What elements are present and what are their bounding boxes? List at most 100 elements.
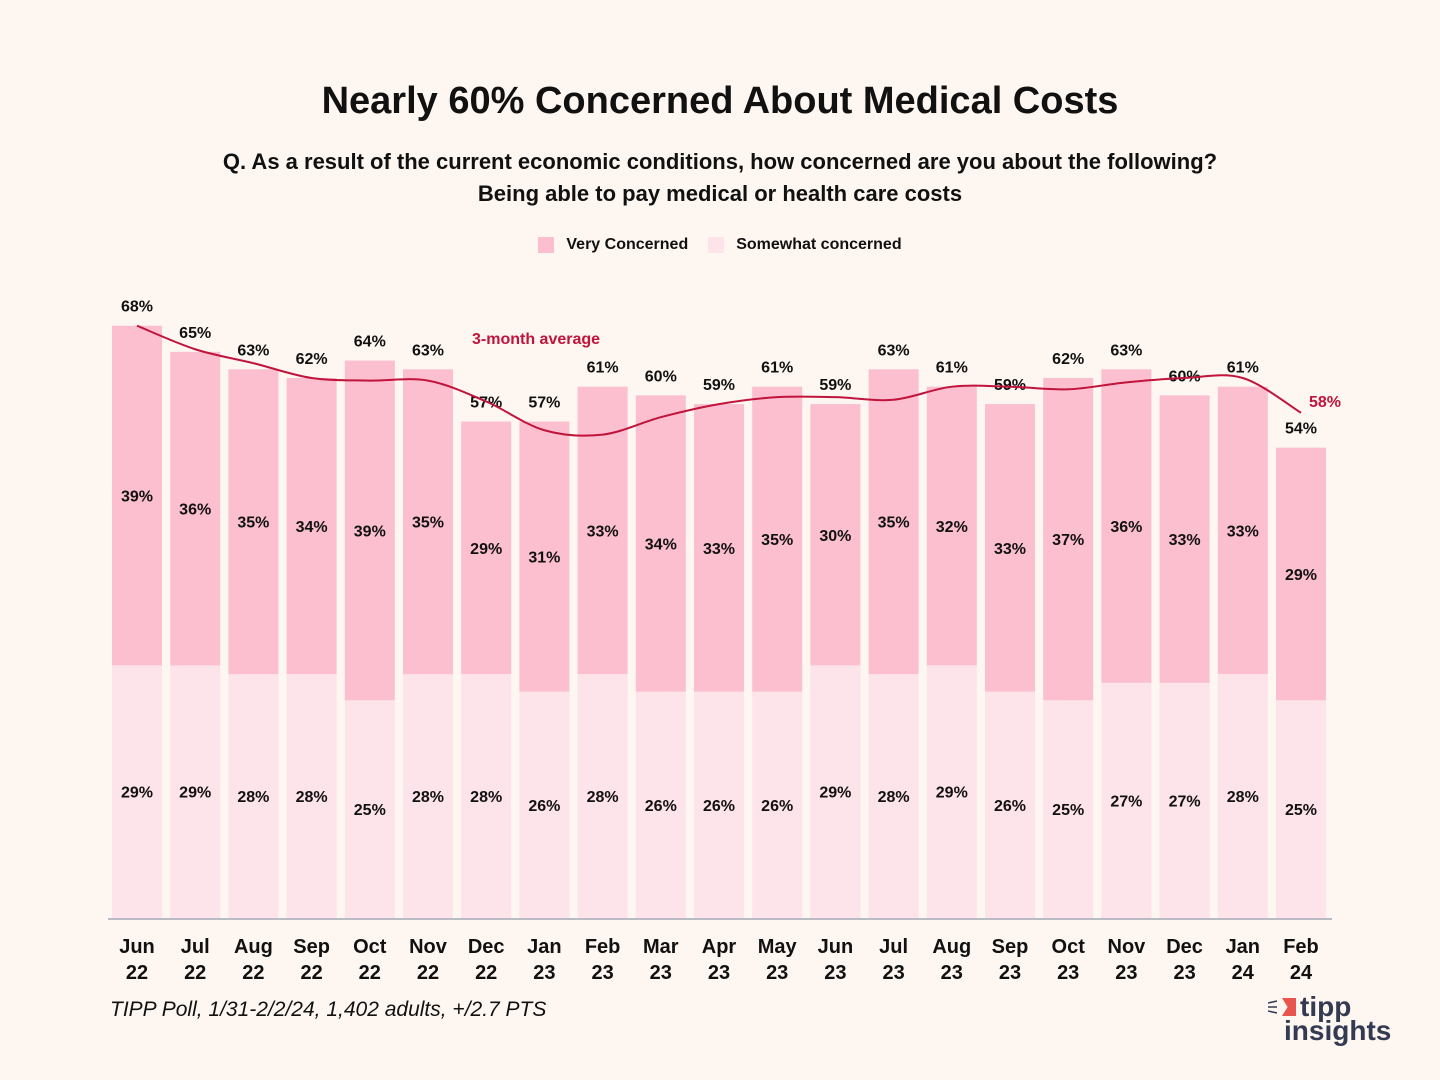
bar-very-concerned — [228, 369, 279, 675]
data-label-very: 33% — [703, 541, 735, 558]
x-tick-label-year: 22 — [184, 962, 206, 984]
data-label-somewhat: 27% — [1169, 793, 1201, 810]
bar-very-concerned — [112, 325, 162, 666]
chart-subtitle: Q. As a result of the current economic c… — [0, 146, 1440, 210]
x-tick-label-month: Sep — [992, 936, 1029, 958]
data-label-total: 61% — [587, 360, 619, 377]
bar-very-concerned — [926, 386, 977, 666]
x-tick-label-month: Nov — [1108, 936, 1147, 958]
data-label-somewhat: 28% — [412, 789, 444, 806]
bar-very-concerned — [1159, 395, 1210, 683]
data-label-very: 30% — [819, 528, 851, 545]
x-tick-label-year: 23 — [533, 962, 555, 984]
data-label-total: 61% — [1227, 360, 1259, 377]
bar-somewhat-concerned — [985, 691, 1035, 918]
data-label-somewhat: 29% — [819, 785, 851, 802]
data-label-somewhat: 26% — [761, 798, 793, 815]
data-label-total: 68% — [121, 299, 153, 316]
x-tick-label-month: May — [758, 936, 798, 958]
bar-very-concerned — [519, 421, 570, 692]
data-label-somewhat: 28% — [237, 789, 269, 806]
x-tick-label-year: 22 — [417, 962, 439, 984]
x-tick-label-year: 23 — [941, 962, 963, 984]
logo-text-insights: insights — [1284, 1015, 1392, 1046]
x-tick-label-year: 23 — [824, 962, 846, 984]
bar-somewhat-concerned — [926, 665, 977, 918]
bar-somewhat-concerned — [519, 691, 570, 918]
bar-somewhat-concerned — [344, 700, 395, 918]
bar-somewhat-concerned — [1159, 682, 1210, 918]
x-tick-label-month: Sep — [293, 936, 330, 958]
x-tick-label-month: Mar — [643, 936, 679, 958]
x-tick-label-month: Jan — [527, 936, 561, 958]
bar-somewhat-concerned — [694, 691, 744, 918]
data-label-total: 62% — [1052, 351, 1084, 368]
data-label-very: 34% — [296, 519, 328, 536]
data-label-very: 36% — [179, 502, 211, 519]
data-label-total: 61% — [936, 360, 968, 377]
bar-somewhat-concerned — [286, 674, 337, 918]
x-tick-label-year: 23 — [591, 962, 613, 984]
subtitle-question: Q. As a result of the current economic c… — [222, 149, 1218, 174]
data-label-very: 35% — [761, 532, 793, 549]
data-label-total: 59% — [994, 377, 1026, 394]
data-label-very: 32% — [936, 519, 968, 536]
bar-very-concerned — [1276, 447, 1326, 701]
x-tick-label-year: 22 — [475, 962, 497, 984]
x-tick-label-month: Jan — [1226, 936, 1260, 958]
x-tick-label-year: 23 — [1173, 962, 1195, 984]
data-label-total: 63% — [237, 342, 269, 359]
data-label-very: 39% — [121, 489, 153, 506]
data-label-very: 33% — [587, 523, 619, 540]
legend-swatch-somewhat-concerned — [708, 237, 725, 253]
data-label-total: 54% — [1285, 421, 1317, 438]
chart-title: Nearly 60% Concerned About Medical Costs — [321, 80, 1119, 122]
data-label-total: 63% — [1110, 342, 1142, 359]
bar-somewhat-concerned — [112, 665, 162, 918]
data-label-very: 33% — [994, 541, 1026, 558]
x-tick-label-month: Apr — [702, 936, 737, 958]
x-tick-label-year: 22 — [359, 962, 381, 984]
bar-very-concerned — [1043, 377, 1094, 701]
bar-very-concerned — [868, 369, 919, 675]
bar-somewhat-concerned — [1276, 700, 1326, 918]
data-label-somewhat: 28% — [1227, 789, 1259, 806]
data-label-very: 35% — [412, 515, 444, 532]
x-tick-label-year: 22 — [242, 962, 264, 984]
bar-somewhat-concerned — [461, 674, 512, 918]
logo-flag-icon — [1282, 998, 1296, 1016]
x-tick-label-month: Jun — [119, 936, 155, 958]
data-label-somewhat: 27% — [1110, 793, 1142, 810]
data-label-very: 33% — [1227, 523, 1259, 540]
data-label-total: 63% — [878, 342, 910, 359]
bar-somewhat-concerned — [635, 691, 686, 918]
x-tick-label-month: Nov — [409, 936, 448, 958]
bar-very-concerned — [1217, 386, 1268, 675]
data-label-very: 29% — [470, 541, 502, 558]
data-label-somewhat: 28% — [296, 789, 328, 806]
bar-very-concerned — [344, 360, 395, 701]
data-label-total: 65% — [179, 325, 211, 342]
bar-very-concerned — [635, 395, 686, 692]
data-label-total: 60% — [1169, 368, 1201, 385]
bar-somewhat-concerned — [752, 691, 803, 918]
legend: Very Concerned Somewhat concerned — [0, 236, 1440, 254]
x-tick-label-year: 24 — [1290, 962, 1313, 984]
x-tick-label-year: 23 — [766, 962, 788, 984]
bar-somewhat-concerned — [1217, 674, 1268, 918]
data-label-somewhat: 25% — [1052, 802, 1084, 819]
x-tick-label-month: Dec — [1166, 936, 1203, 958]
x-tick-label-year: 22 — [300, 962, 322, 984]
legend-swatch-very-concerned — [538, 237, 555, 253]
bar-very-concerned — [403, 369, 453, 675]
x-tick-label-year: 24 — [1232, 962, 1255, 984]
data-label-very: 33% — [1169, 532, 1201, 549]
x-tick-label-month: Jul — [879, 936, 908, 958]
legend-label-very-concerned: Very Concerned — [566, 236, 689, 253]
data-label-very: 35% — [237, 515, 269, 532]
x-tick-label-month: Jun — [818, 936, 854, 958]
bar-very-concerned — [810, 404, 861, 666]
bar-very-concerned — [752, 386, 803, 692]
bar-somewhat-concerned — [228, 674, 279, 918]
